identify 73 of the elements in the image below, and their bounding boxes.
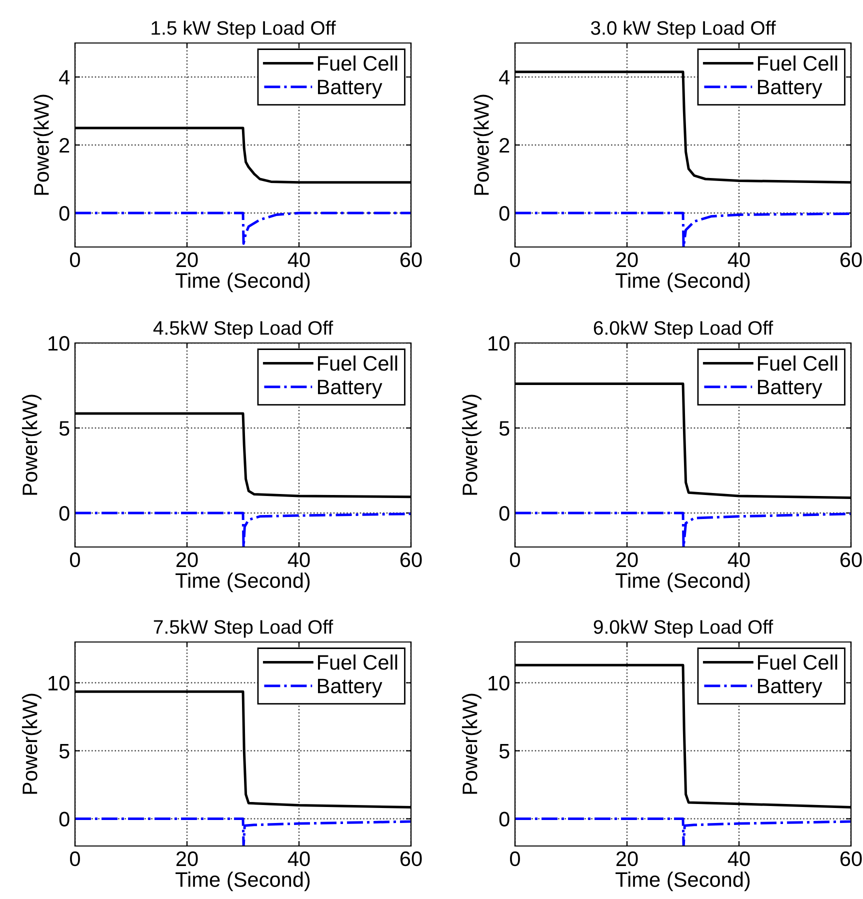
x-tick-label: 40 — [728, 552, 750, 568]
x-tick-label: 40 — [288, 552, 310, 568]
y-tick-label: 10 — [488, 676, 510, 691]
chart-title: 3.0 kW Step Load Off — [590, 20, 776, 39]
x-tick-label: 40 — [728, 851, 750, 866]
x-tick-label: 60 — [400, 851, 422, 866]
x-tick-label: 60 — [840, 252, 862, 268]
x-tick-label: 20 — [176, 552, 198, 568]
y-tick-label: 0 — [59, 812, 70, 827]
x-tick-label: 40 — [288, 252, 310, 268]
y-tick-label: 0 — [499, 812, 510, 827]
y-tick-label: 0 — [499, 506, 510, 521]
y-axis-title: Power(kW) — [462, 394, 482, 495]
chart-title: 7.5kW Step Load Off — [154, 620, 334, 638]
y-axis-title: Power(kW) — [22, 394, 42, 495]
y-axis-title: Power(kW) — [462, 694, 482, 794]
x-tick-label: 40 — [728, 252, 750, 268]
x-tick-label: 20 — [176, 851, 198, 866]
x-axis-title: Time (Second) — [616, 872, 750, 892]
y-tick-label: 10 — [48, 676, 70, 691]
x-tick-label: 0 — [70, 252, 80, 268]
x-tick-label: 60 — [400, 552, 422, 568]
legend-label: Battery — [318, 80, 382, 99]
x-axis-title: Time (Second) — [176, 872, 310, 892]
chart-title: 6.0kW Step Load Off — [594, 320, 774, 339]
x-axis-title: Time (Second) — [616, 272, 750, 292]
chart-title: 9.0kW Step Load Off — [594, 620, 774, 638]
chart-title: 4.5kW Step Load Off — [153, 320, 334, 339]
legend-label: Battery — [758, 678, 822, 698]
chart-title: 1.5 kW Step Load Off — [152, 20, 336, 39]
x-tick-label: 0 — [70, 851, 80, 866]
x-tick-label: 60 — [400, 252, 422, 268]
line-series — [75, 212, 411, 245]
x-axis-title: Time (Second) — [616, 572, 750, 592]
legend-label: Fuel Cell — [318, 356, 398, 371]
y-tick-label: 0 — [499, 206, 510, 221]
legend-label: Fuel Cell — [758, 654, 838, 670]
x-tick-label: 60 — [840, 552, 862, 568]
x-tick-label: 0 — [510, 552, 520, 568]
legend-label: Battery — [758, 380, 822, 399]
x-tick-label: 0 — [510, 252, 520, 268]
legend-label: Battery — [318, 380, 382, 399]
x-tick-label: 40 — [288, 851, 310, 866]
x-axis-title: Time (Second) — [176, 272, 310, 292]
y-tick-label: 0 — [59, 206, 70, 221]
y-tick-label: 5 — [499, 421, 510, 436]
y-axis-title: Power(kW) — [34, 94, 53, 195]
y-tick-label: 2 — [60, 138, 70, 153]
x-tick-label: 20 — [616, 252, 638, 268]
x-tick-label: 20 — [616, 552, 638, 568]
legend-label: Fuel Cell — [758, 356, 838, 371]
y-axis-title: Power(kW) — [474, 94, 493, 195]
legend-label: Fuel Cell — [318, 56, 398, 71]
y-tick-label: 5 — [59, 744, 70, 759]
y-tick-label: 5 — [499, 744, 510, 759]
y-tick-label: 10 — [48, 336, 70, 351]
x-axis-title: Time (Second) — [176, 572, 310, 592]
legend-label: Fuel Cell — [758, 56, 838, 71]
y-tick-label: 4 — [59, 70, 70, 85]
y-tick-label: 10 — [488, 336, 510, 351]
y-tick-label: 2 — [500, 138, 510, 153]
y-tick-label: 0 — [59, 506, 70, 521]
y-tick-label: 4 — [499, 70, 510, 85]
x-tick-label: 0 — [70, 552, 80, 568]
x-tick-label: 0 — [510, 851, 520, 866]
x-tick-label: 60 — [840, 851, 862, 866]
legend-label: Fuel Cell — [318, 654, 398, 670]
x-tick-label: 20 — [616, 851, 638, 866]
y-tick-label: 5 — [59, 421, 70, 436]
legend-label: Battery — [758, 80, 822, 99]
x-tick-label: 20 — [176, 252, 198, 268]
y-axis-title: Power(kW) — [22, 694, 42, 794]
legend-label: Battery — [318, 678, 382, 698]
